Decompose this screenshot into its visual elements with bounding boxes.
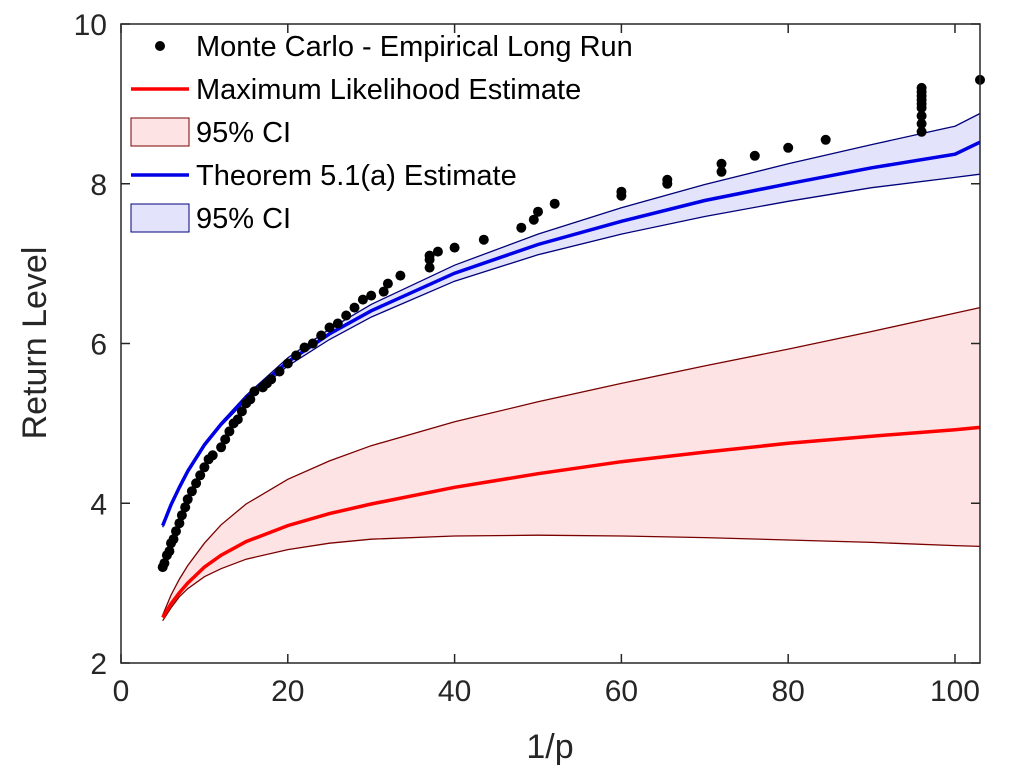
data-point — [424, 250, 435, 261]
legend-label-thm: Theorem 5.1(a) Estimate — [196, 160, 517, 192]
data-point — [164, 546, 175, 557]
mle-ci-band-upper-edge — [162, 306, 981, 616]
data-point — [307, 338, 318, 349]
legend-item-thm-ci: 95% CI — [130, 203, 291, 235]
mle-ci-band-fill — [162, 307, 980, 621]
data-point — [616, 186, 627, 197]
data-point — [549, 198, 560, 209]
legend-marker-points — [155, 41, 165, 51]
data-point — [180, 502, 191, 513]
data-point — [232, 414, 243, 425]
y-axis-label: Return Level — [16, 247, 54, 440]
series-line-layer — [161, 140, 981, 619]
data-point — [916, 110, 927, 121]
data-point — [236, 406, 247, 417]
data-point — [282, 358, 293, 369]
data-point — [207, 450, 218, 461]
data-point — [176, 510, 187, 521]
data-point — [274, 366, 285, 377]
data-point — [783, 142, 794, 153]
data-point — [195, 470, 206, 481]
data-point — [366, 290, 377, 301]
y-tick-label: 4 — [90, 488, 107, 521]
data-point — [266, 374, 277, 385]
data-point — [478, 234, 489, 245]
legend-item-mle-ci: 95% CI — [130, 117, 291, 149]
legend-label-mle: Maximum Likelihood Estimate — [196, 74, 581, 106]
data-point — [916, 118, 927, 129]
mle-series-line — [161, 425, 981, 619]
legend-swatch-thm-ci — [130, 203, 190, 233]
legend-label-thm-ci: 95% CI — [196, 203, 291, 235]
data-point — [332, 318, 343, 329]
data-point — [357, 294, 368, 305]
data-point — [349, 302, 360, 313]
x-tick-label: 0 — [113, 675, 130, 708]
data-point — [316, 330, 327, 341]
data-point — [291, 350, 302, 361]
y-tick-label: 2 — [90, 648, 107, 681]
legend-label-mle-ci: 95% CI — [196, 117, 291, 149]
y-tick-label: 8 — [90, 169, 107, 202]
data-point — [749, 150, 760, 161]
data-point — [191, 478, 202, 489]
x-tick-label: 20 — [271, 675, 304, 708]
x-axis-label: 1/p — [526, 728, 573, 766]
data-point-layer — [157, 74, 985, 573]
data-point — [299, 342, 310, 353]
data-point — [182, 494, 193, 505]
data-point — [171, 526, 181, 537]
legend: Monte Carlo - Empirical Long Run Maximum… — [130, 31, 633, 235]
data-point — [516, 222, 527, 233]
data-point — [220, 434, 231, 445]
x-tick-label: 60 — [605, 675, 638, 708]
data-point — [432, 246, 443, 257]
data-point — [249, 386, 260, 397]
data-point — [245, 394, 256, 405]
tick-layer: 0 20 40 60 80 100 2 4 6 8 10 — [74, 9, 980, 708]
data-point — [378, 286, 389, 297]
legend-item-points: Monte Carlo - Empirical Long Run — [155, 31, 633, 63]
data-point — [916, 82, 927, 93]
x-tick-label: 40 — [438, 675, 471, 708]
data-point — [216, 442, 227, 453]
data-point — [382, 278, 393, 289]
data-point — [395, 270, 406, 281]
data-point — [716, 166, 727, 177]
legend-item-thm: Theorem 5.1(a) Estimate — [131, 160, 517, 192]
data-point — [186, 486, 197, 497]
data-point — [449, 242, 460, 253]
thm-series-line — [161, 140, 981, 527]
data-point — [662, 174, 673, 185]
data-point — [716, 158, 727, 169]
mle-ci-band-lower-edge — [162, 534, 981, 622]
x-tick-label: 100 — [930, 675, 980, 708]
data-point — [174, 518, 185, 529]
y-tick-label: 10 — [74, 9, 107, 42]
data-point — [424, 262, 435, 273]
legend-swatch-mle-ci — [130, 117, 190, 147]
data-point — [341, 310, 352, 321]
thm-ci-band-fill — [162, 113, 980, 528]
data-point — [224, 426, 235, 437]
data-point — [528, 214, 539, 225]
data-point — [533, 206, 543, 217]
data-point — [324, 322, 335, 333]
y-tick-label: 6 — [90, 329, 107, 362]
data-point — [168, 534, 179, 545]
legend-label-points: Monte Carlo - Empirical Long Run — [196, 31, 633, 63]
data-point — [820, 134, 831, 145]
data-point — [916, 126, 927, 137]
x-tick-label: 80 — [771, 675, 804, 708]
legend-item-mle: Maximum Likelihood Estimate — [131, 74, 581, 106]
data-point — [199, 462, 210, 473]
data-point — [159, 558, 170, 569]
